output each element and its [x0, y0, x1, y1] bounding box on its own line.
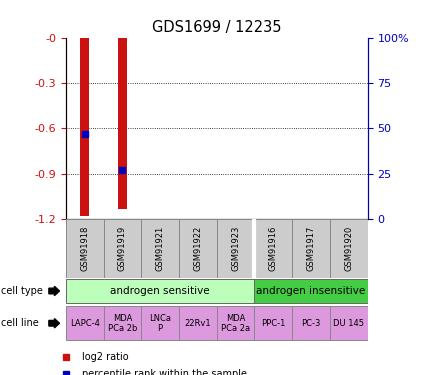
FancyBboxPatch shape: [292, 306, 330, 340]
FancyBboxPatch shape: [141, 219, 179, 278]
FancyBboxPatch shape: [217, 219, 255, 278]
Text: cell type: cell type: [1, 286, 43, 296]
Text: LAPC-4: LAPC-4: [70, 319, 100, 328]
FancyBboxPatch shape: [104, 219, 141, 278]
Text: GSM91918: GSM91918: [80, 226, 89, 271]
FancyBboxPatch shape: [255, 219, 292, 278]
Bar: [80, 38, 89, 216]
FancyBboxPatch shape: [104, 306, 141, 340]
FancyBboxPatch shape: [66, 219, 104, 278]
Title: GDS1699 / 12235: GDS1699 / 12235: [152, 20, 281, 35]
Text: androgen sensitive: androgen sensitive: [110, 286, 210, 296]
Text: PPC-1: PPC-1: [261, 319, 286, 328]
FancyBboxPatch shape: [330, 219, 368, 278]
Text: percentile rank within the sample: percentile rank within the sample: [82, 369, 247, 375]
FancyBboxPatch shape: [217, 306, 255, 340]
Text: LNCa
P: LNCa P: [149, 314, 171, 333]
Text: log2 ratio: log2 ratio: [82, 352, 129, 362]
Text: GSM91919: GSM91919: [118, 226, 127, 271]
Text: GSM91923: GSM91923: [231, 226, 240, 271]
Text: DU 145: DU 145: [333, 319, 364, 328]
FancyBboxPatch shape: [255, 306, 292, 340]
FancyBboxPatch shape: [255, 279, 368, 303]
FancyBboxPatch shape: [179, 219, 217, 278]
Text: GSM91917: GSM91917: [306, 226, 315, 271]
FancyBboxPatch shape: [330, 306, 368, 340]
FancyBboxPatch shape: [66, 306, 104, 340]
FancyBboxPatch shape: [141, 306, 179, 340]
Text: PC-3: PC-3: [301, 319, 321, 328]
Text: MDA
PCa 2b: MDA PCa 2b: [108, 314, 137, 333]
Text: cell line: cell line: [1, 318, 39, 328]
Text: GSM91920: GSM91920: [344, 226, 353, 271]
Text: 22Rv1: 22Rv1: [184, 319, 211, 328]
FancyBboxPatch shape: [66, 279, 255, 303]
Bar: [118, 38, 127, 209]
Text: MDA
PCa 2a: MDA PCa 2a: [221, 314, 250, 333]
FancyBboxPatch shape: [179, 306, 217, 340]
Text: androgen insensitive: androgen insensitive: [256, 286, 366, 296]
Text: GSM91922: GSM91922: [193, 226, 202, 271]
FancyBboxPatch shape: [292, 219, 330, 278]
Text: GSM91921: GSM91921: [156, 226, 164, 271]
Text: GSM91916: GSM91916: [269, 226, 278, 271]
